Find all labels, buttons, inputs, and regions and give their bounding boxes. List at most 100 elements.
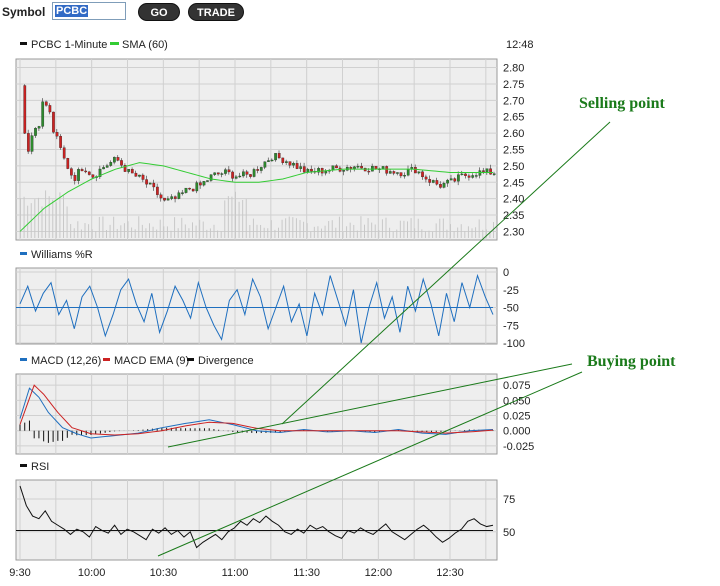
price-candle — [367, 170, 371, 173]
price-candle — [349, 167, 353, 169]
price-candle — [109, 162, 113, 166]
volume-bar — [73, 228, 75, 238]
volume-bar — [141, 224, 143, 238]
volume-bar — [95, 231, 97, 238]
rsi-panel — [15, 479, 498, 561]
price-candle — [188, 187, 191, 190]
price-candle — [381, 166, 385, 169]
price-candle — [435, 180, 439, 185]
price-candle — [482, 170, 485, 172]
volume-bar — [328, 221, 330, 238]
price-candle — [141, 174, 145, 180]
volume-bar — [113, 216, 115, 238]
volume-bar — [106, 230, 107, 238]
volume-bar — [399, 220, 401, 238]
x-tick-label: 10:00 — [78, 567, 106, 579]
volume-bar — [63, 194, 64, 238]
volume-bar — [285, 218, 287, 238]
price-candle — [474, 175, 478, 177]
volume-bar — [224, 200, 226, 238]
price-candle — [263, 161, 267, 168]
price-candle — [306, 168, 310, 173]
price-candle — [70, 168, 73, 176]
macd-ema-legend-label: MACD EMA (9) — [114, 355, 189, 367]
y-tick-label: 2.80 — [503, 63, 524, 75]
price-candle — [123, 165, 127, 172]
price-candle — [274, 153, 277, 161]
volume-bar — [288, 216, 290, 238]
price-candle — [249, 174, 252, 177]
price-candle — [191, 188, 195, 192]
volume-bar — [48, 196, 50, 238]
price-candle — [113, 157, 116, 163]
volume-bar — [310, 231, 312, 238]
price-candle — [159, 194, 163, 199]
price-candle — [292, 163, 295, 166]
price-candle — [270, 159, 274, 162]
price-candle — [227, 169, 231, 173]
price-candle — [220, 173, 224, 175]
volume-bar — [346, 226, 348, 238]
volume-bar — [460, 224, 462, 238]
volume-bar — [220, 231, 222, 238]
volume-bar — [317, 226, 319, 238]
price-candle — [127, 169, 131, 172]
price-candle — [213, 172, 217, 175]
price-candle — [84, 170, 88, 173]
price-candle — [59, 135, 62, 148]
annotation-lines — [157, 121, 611, 557]
volume-bar — [170, 230, 172, 238]
price-candle — [156, 186, 159, 195]
price-candle — [37, 126, 41, 129]
volume-bar — [102, 216, 104, 238]
symbol-input[interactable]: PCBC — [52, 2, 126, 20]
price-candle — [177, 192, 181, 199]
price-candle — [224, 169, 227, 174]
price-candle — [492, 173, 496, 175]
y-tick-label: 2.45 — [503, 177, 524, 189]
price-candle — [148, 182, 152, 185]
volume-bar — [457, 227, 459, 238]
y-tick-label: 2.40 — [503, 194, 524, 206]
volume-bar — [138, 216, 140, 238]
volume-bar — [478, 219, 480, 238]
y-tick-label: 2.30 — [503, 226, 524, 238]
price-candle — [442, 183, 446, 188]
price-candle — [460, 173, 464, 176]
macd-ema-line — [19, 384, 494, 436]
price-candle — [209, 174, 213, 181]
price-candle — [73, 175, 77, 181]
volume-bar — [439, 218, 441, 238]
x-tick-label: 11:00 — [222, 567, 249, 579]
volume-bar — [195, 225, 197, 238]
volume-bar — [403, 220, 405, 238]
volume-bar — [209, 228, 211, 238]
y-tick-label: 0.050 — [503, 395, 531, 407]
volume-bar — [27, 205, 29, 238]
price-candle — [116, 157, 120, 161]
price-candle — [105, 165, 109, 168]
price-candle — [449, 178, 453, 181]
volume-bar — [235, 191, 236, 238]
trade-button[interactable]: TRADE — [188, 3, 244, 21]
y-tick-label: -25 — [503, 285, 519, 297]
volume-bar — [134, 229, 136, 238]
price-legend-label: PCBC 1-Minute — [31, 39, 107, 51]
price-candle — [102, 167, 105, 170]
price-candle — [44, 101, 48, 106]
symbol-label: Symbol — [2, 5, 46, 19]
volume-bar — [20, 198, 21, 238]
volume-bar — [324, 225, 326, 238]
price-candle — [181, 192, 184, 194]
volume-bar — [159, 219, 161, 238]
price-candle — [152, 182, 156, 188]
go-button[interactable]: GO — [138, 3, 180, 21]
price-candle — [130, 169, 134, 174]
price-candle — [23, 85, 27, 134]
price-candle — [403, 175, 406, 177]
volume-bar — [367, 218, 369, 238]
volume-bar — [263, 227, 265, 238]
volume-bar — [428, 230, 430, 238]
volume-bar — [52, 199, 54, 238]
